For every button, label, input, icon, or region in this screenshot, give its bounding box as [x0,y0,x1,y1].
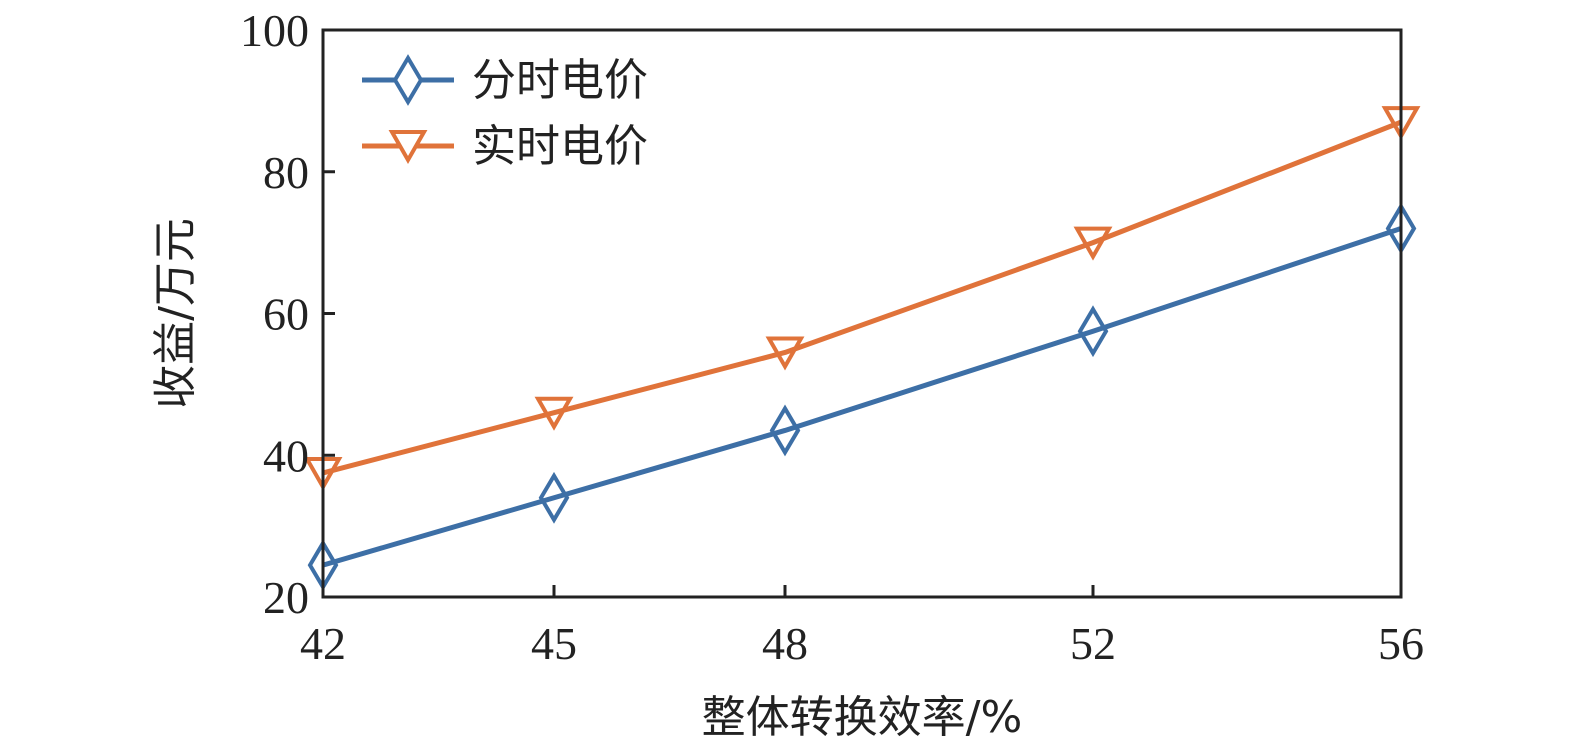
y-tick-label: 60 [263,289,309,340]
y-tick-label: 100 [240,5,309,56]
legend-marker-triangle-down [388,130,428,165]
legend-label-0: 分时电价 [472,55,648,106]
x-tick-label: 42 [300,618,346,669]
series-line-1 [322,119,1402,476]
x-tick-label: 45 [531,618,577,669]
legend-marker-diamond [392,54,424,106]
data-point-1-1 [534,396,574,431]
y-tick-label: 20 [263,572,309,623]
legend-item-1: 实时电价 [362,121,648,172]
data-point-1-2 [765,336,805,371]
ticks-layer: 42 45 48 52 56 20 40 60 80 100 [240,5,1424,669]
y-tick-label: 40 [263,430,309,481]
legend-label-1: 实时电价 [472,121,648,172]
x-axis-title: 整体转换效率/% [702,692,1023,743]
y-tick-label: 80 [263,147,309,198]
legend-item-0: 分时电价 [362,54,648,106]
series-line-0 [322,226,1402,568]
data-point-1-3 [1073,226,1113,261]
data-point-0-3 [1077,305,1109,358]
y-axis-title: 收益/万元 [150,218,201,409]
x-tick-label: 52 [1070,618,1116,669]
data-point-0-2 [769,404,801,457]
data-point-0-1 [538,471,570,524]
x-tick-label: 56 [1378,618,1424,669]
plot-frame [321,28,1403,599]
series-layer [303,106,1421,592]
legend: 分时电价 实时电价 [362,54,648,172]
x-tick-label: 48 [762,618,808,669]
